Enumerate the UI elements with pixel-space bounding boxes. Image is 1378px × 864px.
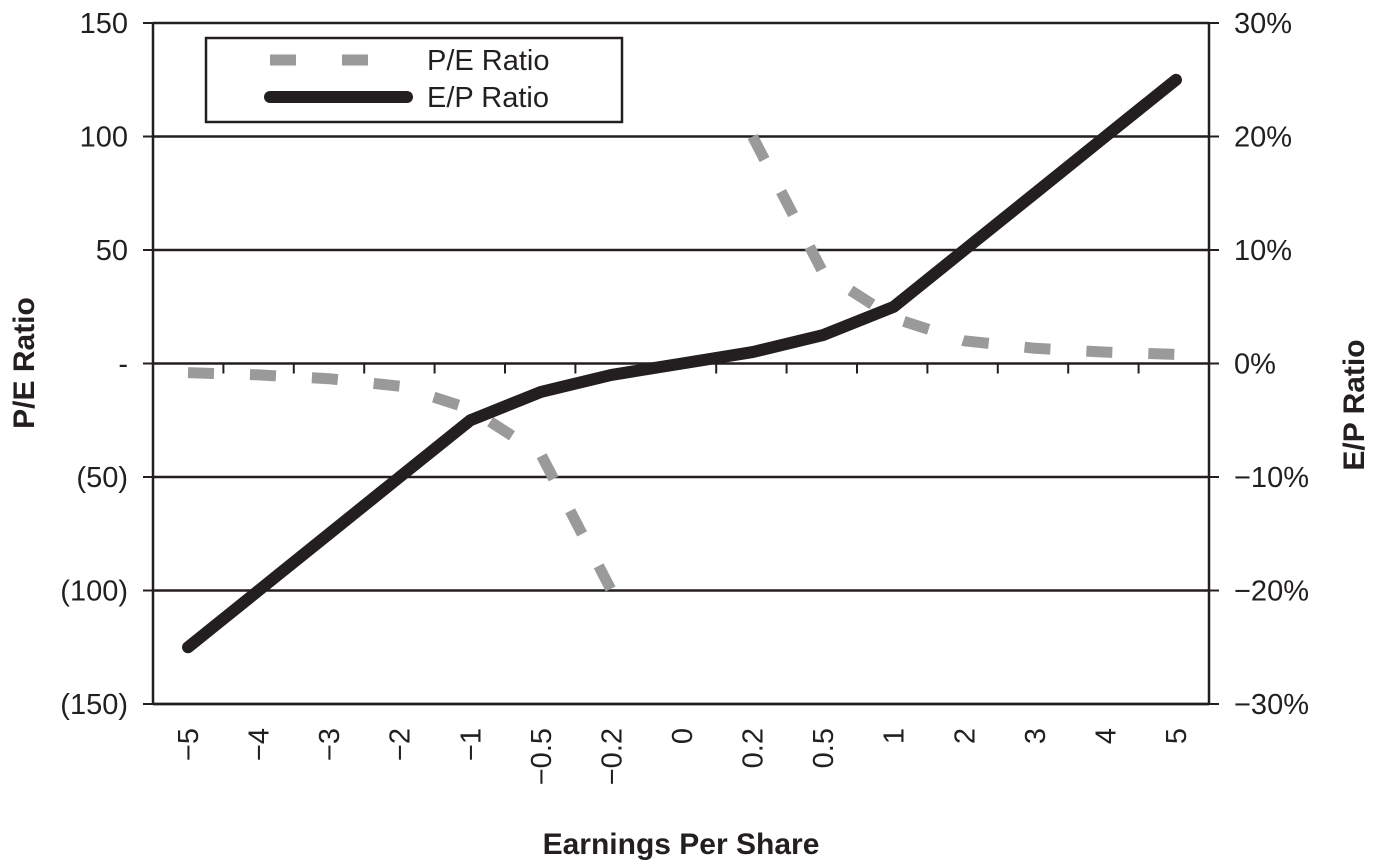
pe-ratio-line <box>187 367 617 594</box>
x-tick-label: −1 <box>455 728 487 761</box>
x-tick-label: −0.5 <box>526 728 558 785</box>
x-tick-label: −0.2 <box>596 728 628 785</box>
left-tick-label: (50) <box>76 462 128 494</box>
left-tick-label: 100 <box>80 122 128 154</box>
x-tick-label: 2 <box>949 728 981 744</box>
x-tick-label: 4 <box>1090 728 1122 744</box>
x-tick-label: −3 <box>314 728 346 761</box>
left-tick-label: 150 <box>80 8 128 40</box>
legend: P/E Ratio E/P Ratio <box>204 36 624 124</box>
x-tick-label: 0.5 <box>808 728 840 768</box>
right-tick-label: 30% <box>1234 8 1292 40</box>
left-tick-label: - <box>118 349 128 381</box>
x-tick-label: −4 <box>244 728 276 761</box>
right-tick-label: −10% <box>1234 462 1309 494</box>
x-tick-label: −2 <box>385 728 417 761</box>
right-axis-title: E/P Ratio <box>1338 339 1371 470</box>
x-tick-label: 0 <box>667 728 699 744</box>
right-tick-label: −30% <box>1234 689 1309 721</box>
right-tick-label: 0% <box>1234 349 1276 381</box>
x-tick-label: −5 <box>173 728 205 761</box>
x-tick-label: 0.2 <box>738 728 770 768</box>
legend-label: E/P Ratio <box>427 82 549 114</box>
ep-ratio-line <box>182 73 1182 654</box>
left-tick-label: (150) <box>60 689 128 721</box>
left-axis-title: P/E Ratio <box>8 297 41 429</box>
legend-label: P/E Ratio <box>427 45 550 77</box>
legend-box <box>204 36 624 124</box>
pe-ratio-line <box>747 133 1177 360</box>
right-tick-label: −20% <box>1234 576 1309 608</box>
right-tick-label: 20% <box>1234 122 1292 154</box>
x-axis-title: Earnings Per Share <box>543 828 820 861</box>
x-tick-label: 1 <box>879 728 911 744</box>
left-tick-label: (100) <box>60 576 128 608</box>
left-tick-label: 50 <box>96 235 128 267</box>
x-tick-label: 3 <box>1020 728 1052 744</box>
right-tick-label: 10% <box>1234 235 1292 267</box>
x-tick-label: 5 <box>1161 728 1193 744</box>
